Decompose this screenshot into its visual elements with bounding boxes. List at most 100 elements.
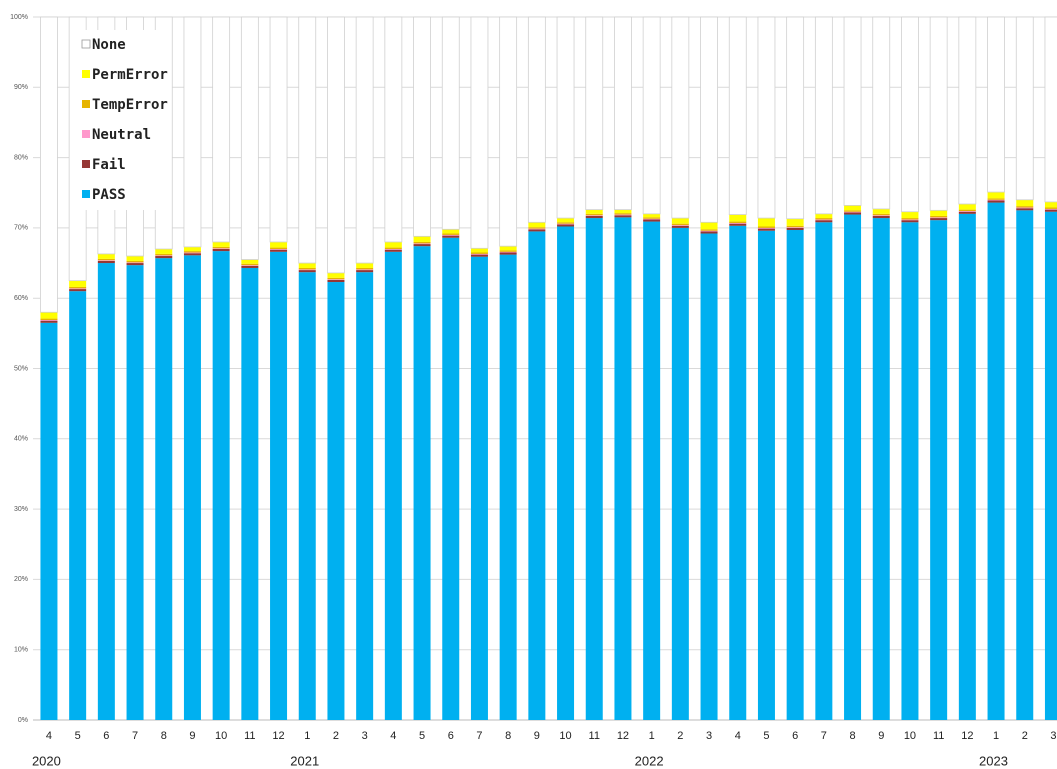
bar-segment xyxy=(872,215,890,216)
bar-segment xyxy=(1044,207,1057,209)
y-tick-label: 30% xyxy=(14,506,28,513)
bar-segment xyxy=(671,223,689,226)
bar-segment xyxy=(757,228,775,231)
bar-segment xyxy=(614,214,632,216)
bar-segment xyxy=(700,231,718,234)
bar-segment xyxy=(442,235,460,238)
bar-segment xyxy=(958,211,976,214)
bar-segment xyxy=(327,272,345,278)
bar-segment xyxy=(901,218,919,220)
bar-segment xyxy=(356,263,374,268)
bar-segment xyxy=(1016,206,1034,208)
bar-segment xyxy=(1044,16,1057,203)
x-tick-label: 9 xyxy=(534,730,540,742)
bar-segment xyxy=(901,211,919,219)
bar-segment xyxy=(557,222,575,224)
legend-label: None xyxy=(92,37,126,53)
bar-segment xyxy=(126,265,144,720)
bar-segment xyxy=(155,253,173,256)
bar-segment xyxy=(499,246,517,251)
x-tick-label: 7 xyxy=(821,730,827,742)
bar-segment xyxy=(470,252,488,254)
x-tick-label: 4 xyxy=(390,730,396,742)
bar-segment xyxy=(155,248,173,254)
bar-segment xyxy=(356,269,374,271)
bar-segment xyxy=(729,221,747,223)
bar-segment xyxy=(786,218,804,226)
bar-segment xyxy=(269,16,288,243)
legend-label: Fail xyxy=(92,157,126,173)
bar-segment xyxy=(872,213,890,216)
bar-segment xyxy=(298,269,316,271)
legend-swatch xyxy=(82,160,90,168)
y-tick-label: 40% xyxy=(14,436,28,443)
bar-segment xyxy=(585,16,604,211)
bar-segment xyxy=(700,16,718,223)
bar-segment xyxy=(815,213,833,219)
bar-segment xyxy=(499,254,517,720)
bar-segment xyxy=(212,241,230,247)
x-tick-label: 5 xyxy=(419,730,425,742)
x-tick-label: 12 xyxy=(272,730,284,742)
bar-segment xyxy=(270,249,288,252)
bar-segment xyxy=(384,241,402,248)
x-tick-label: 5 xyxy=(763,730,769,742)
bar-segment xyxy=(786,227,804,231)
bar-segment xyxy=(298,267,316,270)
bar-segment xyxy=(183,252,201,254)
bar-segment xyxy=(643,213,661,218)
x-tick-label: 4 xyxy=(735,730,741,742)
bar-segment xyxy=(183,255,201,720)
bar-segment xyxy=(556,16,575,219)
bar-segment xyxy=(155,258,173,720)
bar-segment xyxy=(671,16,690,219)
bar-segment xyxy=(527,16,546,223)
year-label: 2022 xyxy=(635,753,664,768)
bar-segment xyxy=(844,212,862,215)
bar-segment xyxy=(69,288,87,290)
bar-segment xyxy=(241,265,259,266)
bar-segment xyxy=(642,16,661,215)
legend-label: Neutral xyxy=(92,127,151,143)
bar-segment xyxy=(930,215,948,218)
y-tick-label: 50% xyxy=(14,365,28,372)
bar-segment xyxy=(844,210,862,212)
x-tick-label: 12 xyxy=(961,730,973,742)
bar-segment xyxy=(757,230,775,720)
bar-segment xyxy=(470,254,488,257)
bar-segment xyxy=(815,219,833,221)
bar-segment xyxy=(69,280,87,287)
bar-segment xyxy=(298,16,317,264)
x-tick-label: 6 xyxy=(448,730,454,742)
bar-segment xyxy=(872,16,891,210)
bar-segment xyxy=(183,253,201,256)
x-tick-label: 7 xyxy=(476,730,482,742)
bar-segment xyxy=(786,230,804,720)
bar-segment xyxy=(987,198,1005,200)
bar-segment xyxy=(40,320,58,323)
bar-segment xyxy=(786,16,805,220)
x-tick-label: 12 xyxy=(617,730,629,742)
legend: None PermError TempError Neutral Fail PASS xyxy=(79,30,171,210)
bar-segment xyxy=(126,262,144,264)
y-tick-label: 60% xyxy=(14,295,28,302)
bar-segment xyxy=(987,16,1005,193)
bar-segment xyxy=(901,222,919,720)
bar-segment xyxy=(499,16,518,247)
bar-segment xyxy=(270,251,288,720)
bar-segment xyxy=(729,222,747,224)
bar-segment xyxy=(843,16,862,206)
bar-segment xyxy=(1015,16,1034,201)
bar-segment xyxy=(700,222,718,230)
x-tick-label: 9 xyxy=(189,730,195,742)
bar-segment xyxy=(499,250,517,252)
bar-segment xyxy=(1016,208,1034,211)
bar-segment xyxy=(470,253,488,255)
bar-segment xyxy=(241,259,259,264)
bar-segment xyxy=(585,215,603,219)
bar-segment xyxy=(356,267,374,270)
bar-segment xyxy=(815,222,833,720)
bar-segment xyxy=(585,209,603,214)
y-tick-label: 80% xyxy=(14,154,28,161)
